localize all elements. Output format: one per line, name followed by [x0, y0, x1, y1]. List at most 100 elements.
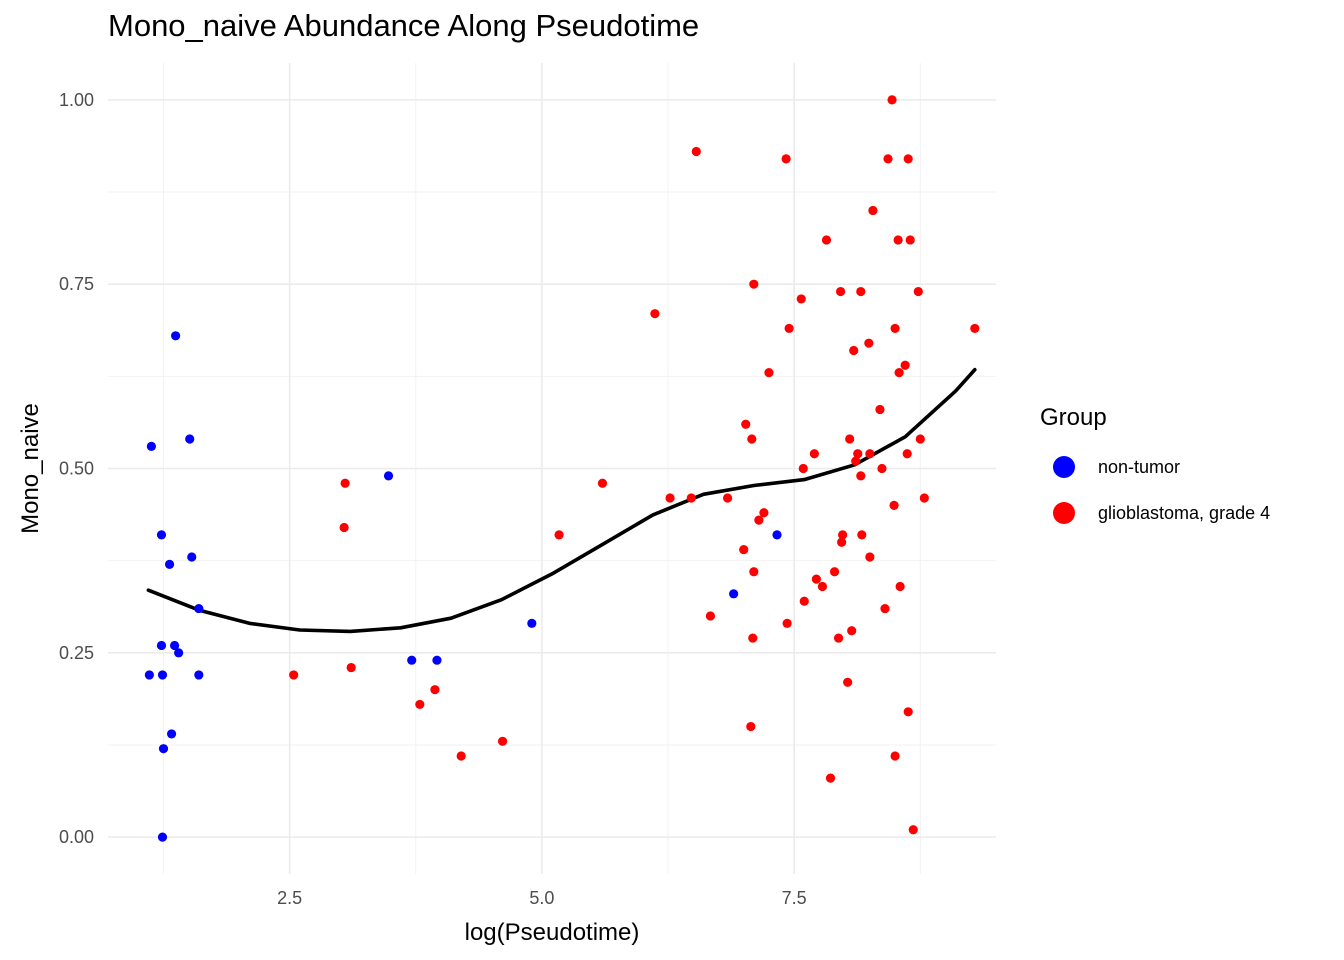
data-point [157, 832, 168, 842]
data-point [430, 685, 440, 695]
data-point [171, 331, 181, 341]
data-point [759, 508, 769, 518]
data-point [194, 603, 204, 614]
data-point [796, 294, 806, 304]
data-point [825, 773, 836, 783]
data-point [847, 626, 857, 636]
data-point [798, 463, 808, 474]
data-point [895, 581, 905, 592]
data-point [497, 736, 508, 746]
data-point [415, 699, 425, 710]
data-point [915, 434, 925, 444]
data-point [875, 404, 885, 415]
data-point [383, 471, 394, 481]
chart-title: Mono_naive Abundance Along Pseudotime [108, 8, 700, 43]
data-point [903, 154, 913, 164]
data-point [166, 729, 177, 739]
data-point [864, 338, 874, 348]
data-point [157, 670, 168, 680]
data-point [890, 323, 900, 334]
data-point [741, 419, 751, 429]
trend-line [146, 367, 977, 634]
data-point [174, 648, 184, 658]
data-point [194, 670, 204, 680]
data-point [156, 530, 167, 540]
data-point [799, 596, 809, 606]
data-point [856, 286, 866, 297]
data-point [187, 552, 197, 562]
x-tick-label: 7.5 [782, 888, 807, 908]
data-point [340, 478, 350, 488]
data-point [691, 146, 701, 157]
x-tick-label: 2.5 [277, 888, 302, 908]
data-point [158, 744, 169, 754]
data-point [900, 360, 910, 370]
data-point [170, 640, 180, 651]
data-point [346, 662, 356, 673]
data-point [836, 286, 846, 297]
data-point [722, 493, 733, 503]
data-point [970, 323, 980, 334]
legend-label: non-tumor [1098, 457, 1180, 477]
data-point [729, 589, 739, 599]
data-point [857, 530, 867, 540]
data-point [146, 441, 156, 451]
data-point [156, 640, 167, 651]
data-point [865, 552, 875, 562]
legend-title: Group [1040, 404, 1107, 431]
data-point [527, 618, 537, 628]
data-point [456, 751, 466, 761]
data-point [902, 449, 912, 459]
data-points [144, 95, 980, 842]
data-point [650, 309, 660, 319]
data-point [889, 500, 899, 510]
data-point [919, 493, 929, 503]
data-point [809, 449, 819, 459]
y-tick-label: 0.25 [59, 643, 94, 663]
data-point [817, 581, 828, 592]
data-point [821, 235, 832, 245]
y-tick-label: 1.00 [59, 90, 94, 110]
data-point [883, 154, 893, 164]
data-point [432, 655, 442, 665]
data-point [781, 154, 791, 164]
data-point [851, 456, 861, 466]
x-axis-ticks: 2.5 5.0 7.5 [277, 888, 807, 908]
data-point [903, 707, 913, 717]
data-point [185, 434, 195, 444]
x-axis-title: log(Pseudotime) [465, 919, 640, 946]
data-point [893, 235, 903, 245]
legend-key [1053, 502, 1075, 524]
data-point [754, 515, 764, 525]
data-point [749, 279, 759, 289]
legend-label: glioblastoma, grade 4 [1098, 503, 1270, 523]
data-point [746, 721, 756, 732]
data-point [597, 478, 608, 488]
data-point [665, 493, 675, 503]
y-tick-label: 0.75 [59, 274, 94, 294]
data-point [811, 574, 821, 584]
trend-line-group [146, 367, 977, 634]
data-point [829, 567, 840, 577]
data-point [748, 633, 758, 643]
data-point [887, 95, 897, 105]
data-point [407, 655, 417, 665]
legend: Group non-tumor glioblastoma, grade 4 [1040, 404, 1270, 524]
data-point [845, 434, 855, 444]
x-tick-label: 5.0 [529, 888, 554, 908]
data-point [837, 537, 847, 547]
y-tick-label: 0.50 [59, 459, 94, 479]
data-point [833, 633, 844, 643]
data-point [868, 205, 878, 216]
y-axis-title: Mono_naive [17, 403, 44, 534]
data-point [838, 530, 848, 540]
data-point [705, 611, 716, 621]
data-point [865, 449, 875, 459]
data-point [772, 530, 782, 540]
data-point [784, 323, 794, 334]
data-point [877, 463, 887, 474]
grid-lines [108, 63, 996, 874]
data-point [289, 670, 299, 680]
data-point [339, 522, 349, 533]
